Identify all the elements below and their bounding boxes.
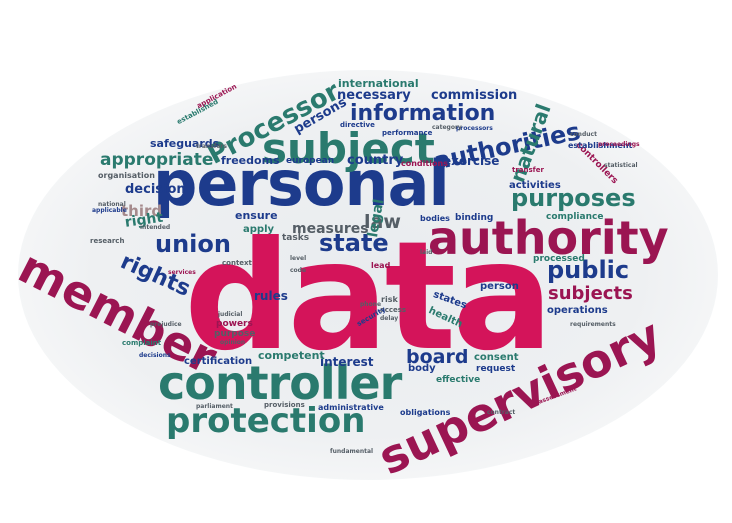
word-authority: authority xyxy=(428,211,669,265)
word-fundamental: fundamental xyxy=(330,448,374,455)
word-category: category xyxy=(432,124,462,131)
word-certification: certification xyxy=(184,356,253,367)
word-lead: lead xyxy=(371,261,391,270)
word-operations: operations xyxy=(547,305,608,316)
word-conditions: conditions xyxy=(401,159,448,168)
word-transfer: transfer xyxy=(512,166,544,174)
word-code: code xyxy=(290,267,307,274)
word-subjects: subjects xyxy=(548,283,633,304)
word-country: country xyxy=(347,153,404,168)
word-body: body xyxy=(408,363,436,374)
word-purposes: purposes xyxy=(511,184,636,212)
word-prejudice: prejudice xyxy=(150,321,182,328)
word-national: national xyxy=(98,201,126,208)
word-performance: performance xyxy=(382,129,433,137)
word-purpose: purpose xyxy=(214,329,256,339)
word-exercise: exercise xyxy=(443,154,500,168)
word-services: services xyxy=(168,269,196,276)
word-request: request xyxy=(476,364,516,374)
word-personal: personal xyxy=(153,147,450,220)
word-transfers: transfers xyxy=(196,143,227,150)
word-administrative: administrative xyxy=(318,403,384,412)
word-provisions: provisions xyxy=(264,401,305,409)
word-measures: measures xyxy=(292,221,369,237)
word-effective: effective xyxy=(436,375,481,385)
word-ensure: ensure xyxy=(235,209,278,222)
word-laid: laid xyxy=(420,249,433,256)
word-state: state xyxy=(319,229,389,257)
word-apply: apply xyxy=(243,224,275,235)
word-rules: rules xyxy=(254,289,288,303)
word-obligations: obligations xyxy=(400,408,451,417)
word-organisation: organisation xyxy=(98,171,155,180)
word-parliament: parliament xyxy=(196,403,233,410)
word-person: person xyxy=(480,281,519,292)
word-delay: delay xyxy=(380,315,399,322)
word-information: information xyxy=(350,101,496,126)
word-statistical: statistical xyxy=(604,162,638,169)
word-processors: processors xyxy=(456,125,493,132)
word-conduct: conduct xyxy=(570,131,597,138)
word-requirements: requirements xyxy=(570,321,616,328)
word-proceedings: proceedings xyxy=(598,141,640,148)
word-consent: consent xyxy=(474,352,519,363)
word-intended: intended xyxy=(140,224,171,231)
word-decision: decision xyxy=(125,182,186,197)
word-tasks: tasks xyxy=(282,233,310,243)
word-controller: controller xyxy=(158,356,402,410)
word-union: union xyxy=(155,230,231,258)
word-powers: powers xyxy=(216,319,253,329)
word-data: data xyxy=(184,210,554,384)
word-appropriate: appropriate xyxy=(100,150,214,170)
word-compliance: compliance xyxy=(546,212,604,222)
word-judicial: judicial xyxy=(218,311,243,318)
word-third: third xyxy=(121,202,163,220)
word-european: european xyxy=(286,156,335,166)
word-freedoms: freedoms xyxy=(221,154,280,167)
word-commission: commission xyxy=(431,88,518,103)
word-contract: contract xyxy=(487,409,516,416)
word-competent: competent xyxy=(258,349,325,362)
word-applicable: applicable xyxy=(92,207,127,214)
word-complaint: complaint xyxy=(122,339,162,347)
word-interest: interest xyxy=(320,355,374,369)
word-level: level xyxy=(290,255,307,262)
word-subject: subject xyxy=(262,124,435,173)
word-necessary: necessary xyxy=(337,88,411,103)
word-protection: protection xyxy=(166,401,366,441)
word-phone: phone xyxy=(360,301,382,308)
word-bodies: bodies xyxy=(420,214,450,223)
word-research: research xyxy=(90,237,125,245)
word-safeguards: safeguards xyxy=(150,137,220,150)
word-public: public xyxy=(547,256,630,284)
word-decisions: decisions xyxy=(139,352,171,359)
word-activities: activities xyxy=(509,180,561,191)
word-establishment: establishment xyxy=(568,141,633,150)
word-opinion: opinion xyxy=(220,339,246,346)
cloud-backdrop xyxy=(18,70,718,480)
word-international: international xyxy=(338,77,419,90)
word-context: context xyxy=(222,259,252,267)
word-board: board xyxy=(406,346,469,368)
word-binding: binding xyxy=(455,213,494,223)
word-directive: directive xyxy=(340,121,375,129)
word-processed: processed xyxy=(533,254,585,264)
word-law: law xyxy=(364,211,401,233)
word-access: access xyxy=(380,306,407,314)
word-risk: risk xyxy=(381,295,398,304)
